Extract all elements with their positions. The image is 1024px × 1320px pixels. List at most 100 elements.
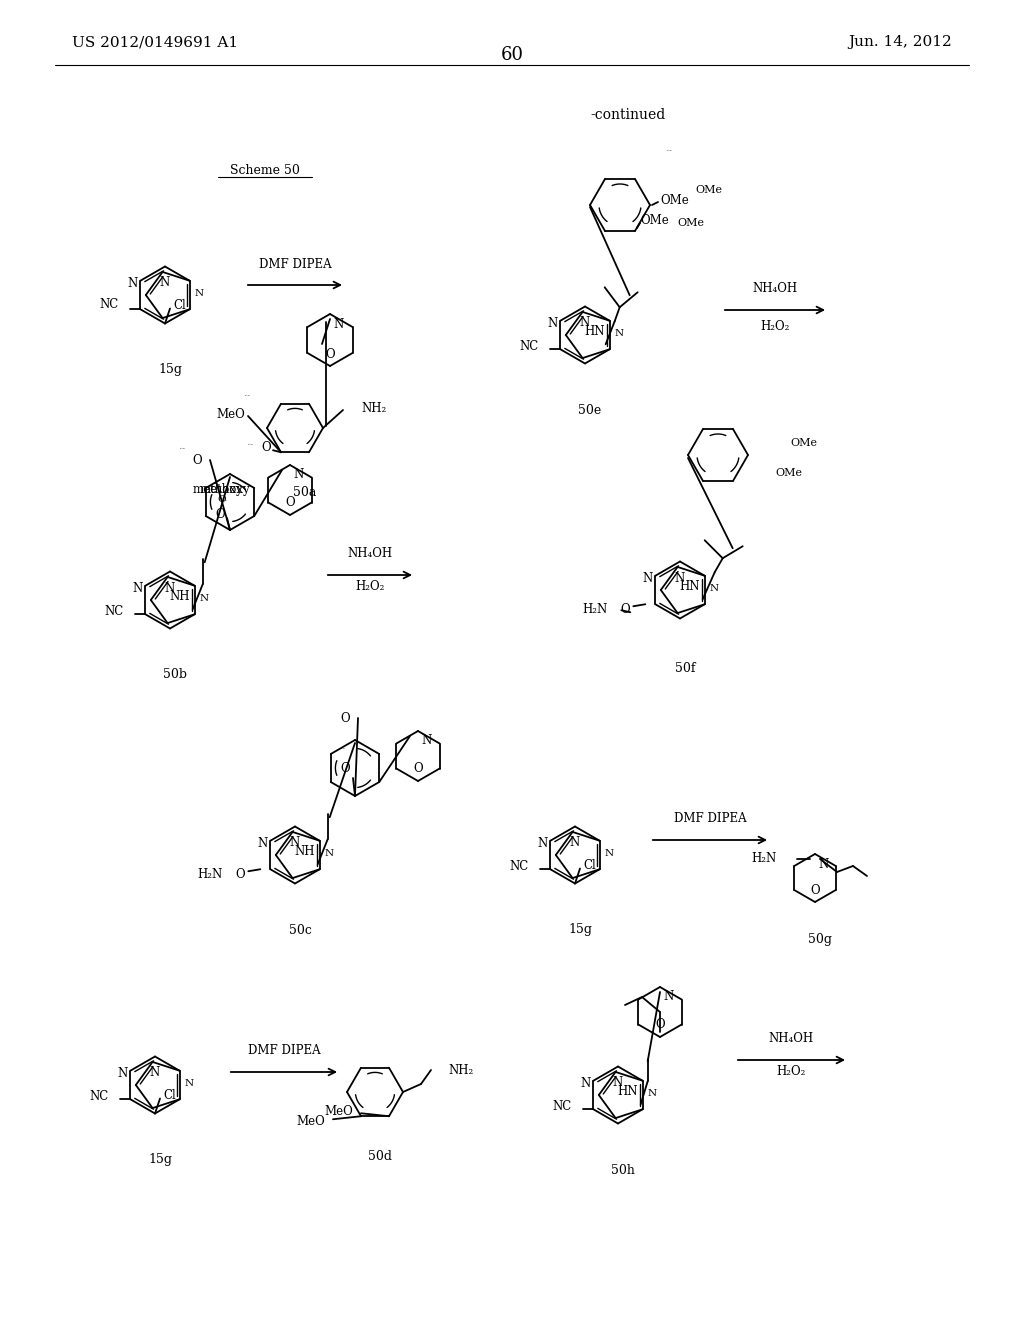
Text: O: O <box>218 495 226 504</box>
Text: O: O <box>193 454 202 466</box>
Text: NH₄OH: NH₄OH <box>768 1032 813 1045</box>
Text: N: N <box>648 1089 656 1098</box>
Text: 50g: 50g <box>808 933 831 946</box>
Text: methoxy: methoxy <box>248 444 254 445</box>
Text: N: N <box>325 849 334 858</box>
Text: OMe: OMe <box>790 438 817 447</box>
Text: O: O <box>655 1019 665 1031</box>
Text: NC: NC <box>89 1090 109 1102</box>
Text: N: N <box>293 469 303 482</box>
Text: methoxy: methoxy <box>180 447 186 449</box>
Text: NH₄OH: NH₄OH <box>753 282 798 294</box>
Text: OMe: OMe <box>775 469 802 478</box>
Text: O: O <box>810 883 820 896</box>
Text: O: O <box>286 496 295 510</box>
Text: HN: HN <box>584 325 605 338</box>
Text: 15g: 15g <box>148 1154 172 1167</box>
Text: N: N <box>605 849 613 858</box>
Text: N: N <box>614 329 624 338</box>
Text: 15g: 15g <box>158 363 182 376</box>
Text: methoxy: methoxy <box>245 395 251 396</box>
Text: US 2012/0149691 A1: US 2012/0149691 A1 <box>72 36 239 49</box>
Text: N: N <box>818 858 828 870</box>
Text: N: N <box>581 1077 591 1090</box>
Text: MeO: MeO <box>325 1105 353 1118</box>
Text: DMF DIPEA: DMF DIPEA <box>248 1044 321 1057</box>
Text: 15g: 15g <box>568 924 592 936</box>
Text: O: O <box>621 603 630 615</box>
Text: N: N <box>132 582 142 595</box>
Text: OMe: OMe <box>695 185 722 195</box>
Text: NC: NC <box>519 339 539 352</box>
Text: 50d: 50d <box>368 1151 392 1163</box>
Text: N: N <box>570 837 581 850</box>
Text: methoxy: methoxy <box>200 483 250 496</box>
Text: N: N <box>184 1078 194 1088</box>
Text: 50c: 50c <box>289 924 311 936</box>
Text: Jun. 14, 2012: Jun. 14, 2012 <box>848 36 952 49</box>
Text: N: N <box>160 276 170 289</box>
Text: NH: NH <box>169 590 189 603</box>
Text: NC: NC <box>552 1100 571 1113</box>
Text: MeO: MeO <box>296 1115 325 1127</box>
Text: N: N <box>257 837 267 850</box>
Text: HN: HN <box>679 579 699 593</box>
Text: N: N <box>675 572 685 585</box>
Text: NC: NC <box>104 605 123 618</box>
Text: N: N <box>195 289 204 298</box>
Text: NH: NH <box>294 845 314 858</box>
Text: methoxy: methoxy <box>340 747 346 748</box>
Text: O: O <box>215 508 225 521</box>
Text: N: N <box>150 1067 160 1080</box>
Text: NH₂: NH₂ <box>361 401 386 414</box>
Text: NC: NC <box>99 298 119 310</box>
Text: N: N <box>165 582 175 594</box>
Text: Scheme 50: Scheme 50 <box>230 164 300 177</box>
Text: HN: HN <box>617 1085 638 1098</box>
Text: 60: 60 <box>501 46 523 63</box>
Text: N: N <box>547 317 557 330</box>
Text: NH₂: NH₂ <box>449 1064 473 1077</box>
Text: N: N <box>333 318 343 330</box>
Text: N: N <box>642 573 652 585</box>
Text: H₂O₂: H₂O₂ <box>355 579 385 593</box>
Text: O: O <box>340 711 350 725</box>
Text: H₂O₂: H₂O₂ <box>776 1065 806 1078</box>
Text: 50h: 50h <box>611 1163 635 1176</box>
Text: N: N <box>580 317 590 330</box>
Text: N: N <box>710 583 719 593</box>
Text: O: O <box>236 867 245 880</box>
Text: N: N <box>290 837 300 850</box>
Text: N: N <box>117 1068 127 1080</box>
Text: NH₄OH: NH₄OH <box>347 546 392 560</box>
Text: methoxy: methoxy <box>222 499 228 500</box>
Text: 50a: 50a <box>293 487 316 499</box>
Text: H₂N: H₂N <box>752 853 777 866</box>
Text: -continued: -continued <box>590 108 666 121</box>
Text: MeO: MeO <box>216 408 245 421</box>
Text: O: O <box>340 762 350 775</box>
Text: OMe: OMe <box>677 218 705 228</box>
Text: O: O <box>326 347 335 360</box>
Text: N: N <box>663 990 673 1003</box>
Text: Cl: Cl <box>163 1089 176 1102</box>
Text: DMF DIPEA: DMF DIPEA <box>674 812 746 825</box>
Text: methoxy: methoxy <box>667 149 673 150</box>
Text: H₂N: H₂N <box>197 867 222 880</box>
Text: H₂N: H₂N <box>582 603 607 615</box>
Text: N: N <box>200 594 209 603</box>
Text: Cl: Cl <box>173 300 185 312</box>
Text: O: O <box>261 441 271 454</box>
Text: 50f: 50f <box>675 661 695 675</box>
Text: OMe: OMe <box>640 214 669 227</box>
Text: 50b: 50b <box>163 668 187 681</box>
Text: NC: NC <box>509 859 528 873</box>
Text: N: N <box>127 277 137 290</box>
Text: DMF DIPEA: DMF DIPEA <box>259 257 332 271</box>
Text: N: N <box>613 1077 624 1089</box>
Text: N: N <box>538 837 548 850</box>
Text: N: N <box>421 734 431 747</box>
Text: Cl: Cl <box>583 859 596 873</box>
Text: methoxy: methoxy <box>193 483 244 496</box>
Text: O: O <box>414 763 423 776</box>
